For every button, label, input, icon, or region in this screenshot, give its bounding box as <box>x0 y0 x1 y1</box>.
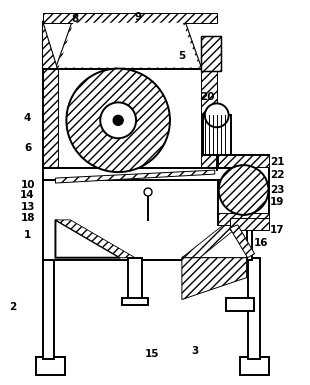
Polygon shape <box>55 220 120 258</box>
Text: 10: 10 <box>20 180 35 190</box>
Circle shape <box>113 116 123 125</box>
Text: 9: 9 <box>135 12 142 22</box>
Circle shape <box>66 69 170 172</box>
Ellipse shape <box>219 165 268 215</box>
Text: 22: 22 <box>270 170 285 180</box>
Bar <box>203 116 231 155</box>
Polygon shape <box>55 220 135 258</box>
Text: 20: 20 <box>201 92 215 102</box>
Polygon shape <box>182 220 246 258</box>
Polygon shape <box>42 21 57 69</box>
Text: 21: 21 <box>270 157 285 167</box>
Circle shape <box>205 104 229 127</box>
Bar <box>42 69 217 180</box>
Text: 1: 1 <box>24 230 31 240</box>
Bar <box>128 258 142 305</box>
Polygon shape <box>58 23 200 67</box>
Text: 6: 6 <box>24 143 31 153</box>
Polygon shape <box>230 218 269 230</box>
Text: 19: 19 <box>270 197 285 207</box>
Text: 8: 8 <box>72 14 79 24</box>
Bar <box>36 357 65 375</box>
Bar <box>240 357 269 375</box>
Polygon shape <box>55 170 215 183</box>
Bar <box>42 168 252 180</box>
Text: 13: 13 <box>20 202 35 212</box>
Text: 18: 18 <box>20 213 35 223</box>
Text: 23: 23 <box>270 185 285 195</box>
Bar <box>218 155 269 167</box>
Bar <box>201 36 221 70</box>
Bar <box>42 13 217 23</box>
Polygon shape <box>182 258 246 300</box>
Circle shape <box>100 102 136 138</box>
Bar <box>42 258 55 359</box>
Bar <box>42 69 58 180</box>
Bar <box>201 69 217 180</box>
Polygon shape <box>230 225 255 258</box>
Bar <box>218 213 269 225</box>
Text: 15: 15 <box>145 349 159 359</box>
Polygon shape <box>182 220 246 258</box>
Text: 2: 2 <box>9 303 16 313</box>
Text: 5: 5 <box>178 50 185 60</box>
Bar <box>42 168 217 180</box>
Bar <box>122 298 148 305</box>
Text: 17: 17 <box>270 225 285 235</box>
Polygon shape <box>55 21 202 69</box>
Text: 16: 16 <box>254 238 269 248</box>
Bar <box>42 178 252 260</box>
Circle shape <box>144 188 152 196</box>
Text: 14: 14 <box>20 190 35 200</box>
Text: 3: 3 <box>191 346 198 356</box>
Bar <box>226 298 254 311</box>
Bar <box>248 258 259 359</box>
Text: 4: 4 <box>24 113 31 123</box>
Bar <box>201 36 221 70</box>
Bar <box>218 155 269 225</box>
